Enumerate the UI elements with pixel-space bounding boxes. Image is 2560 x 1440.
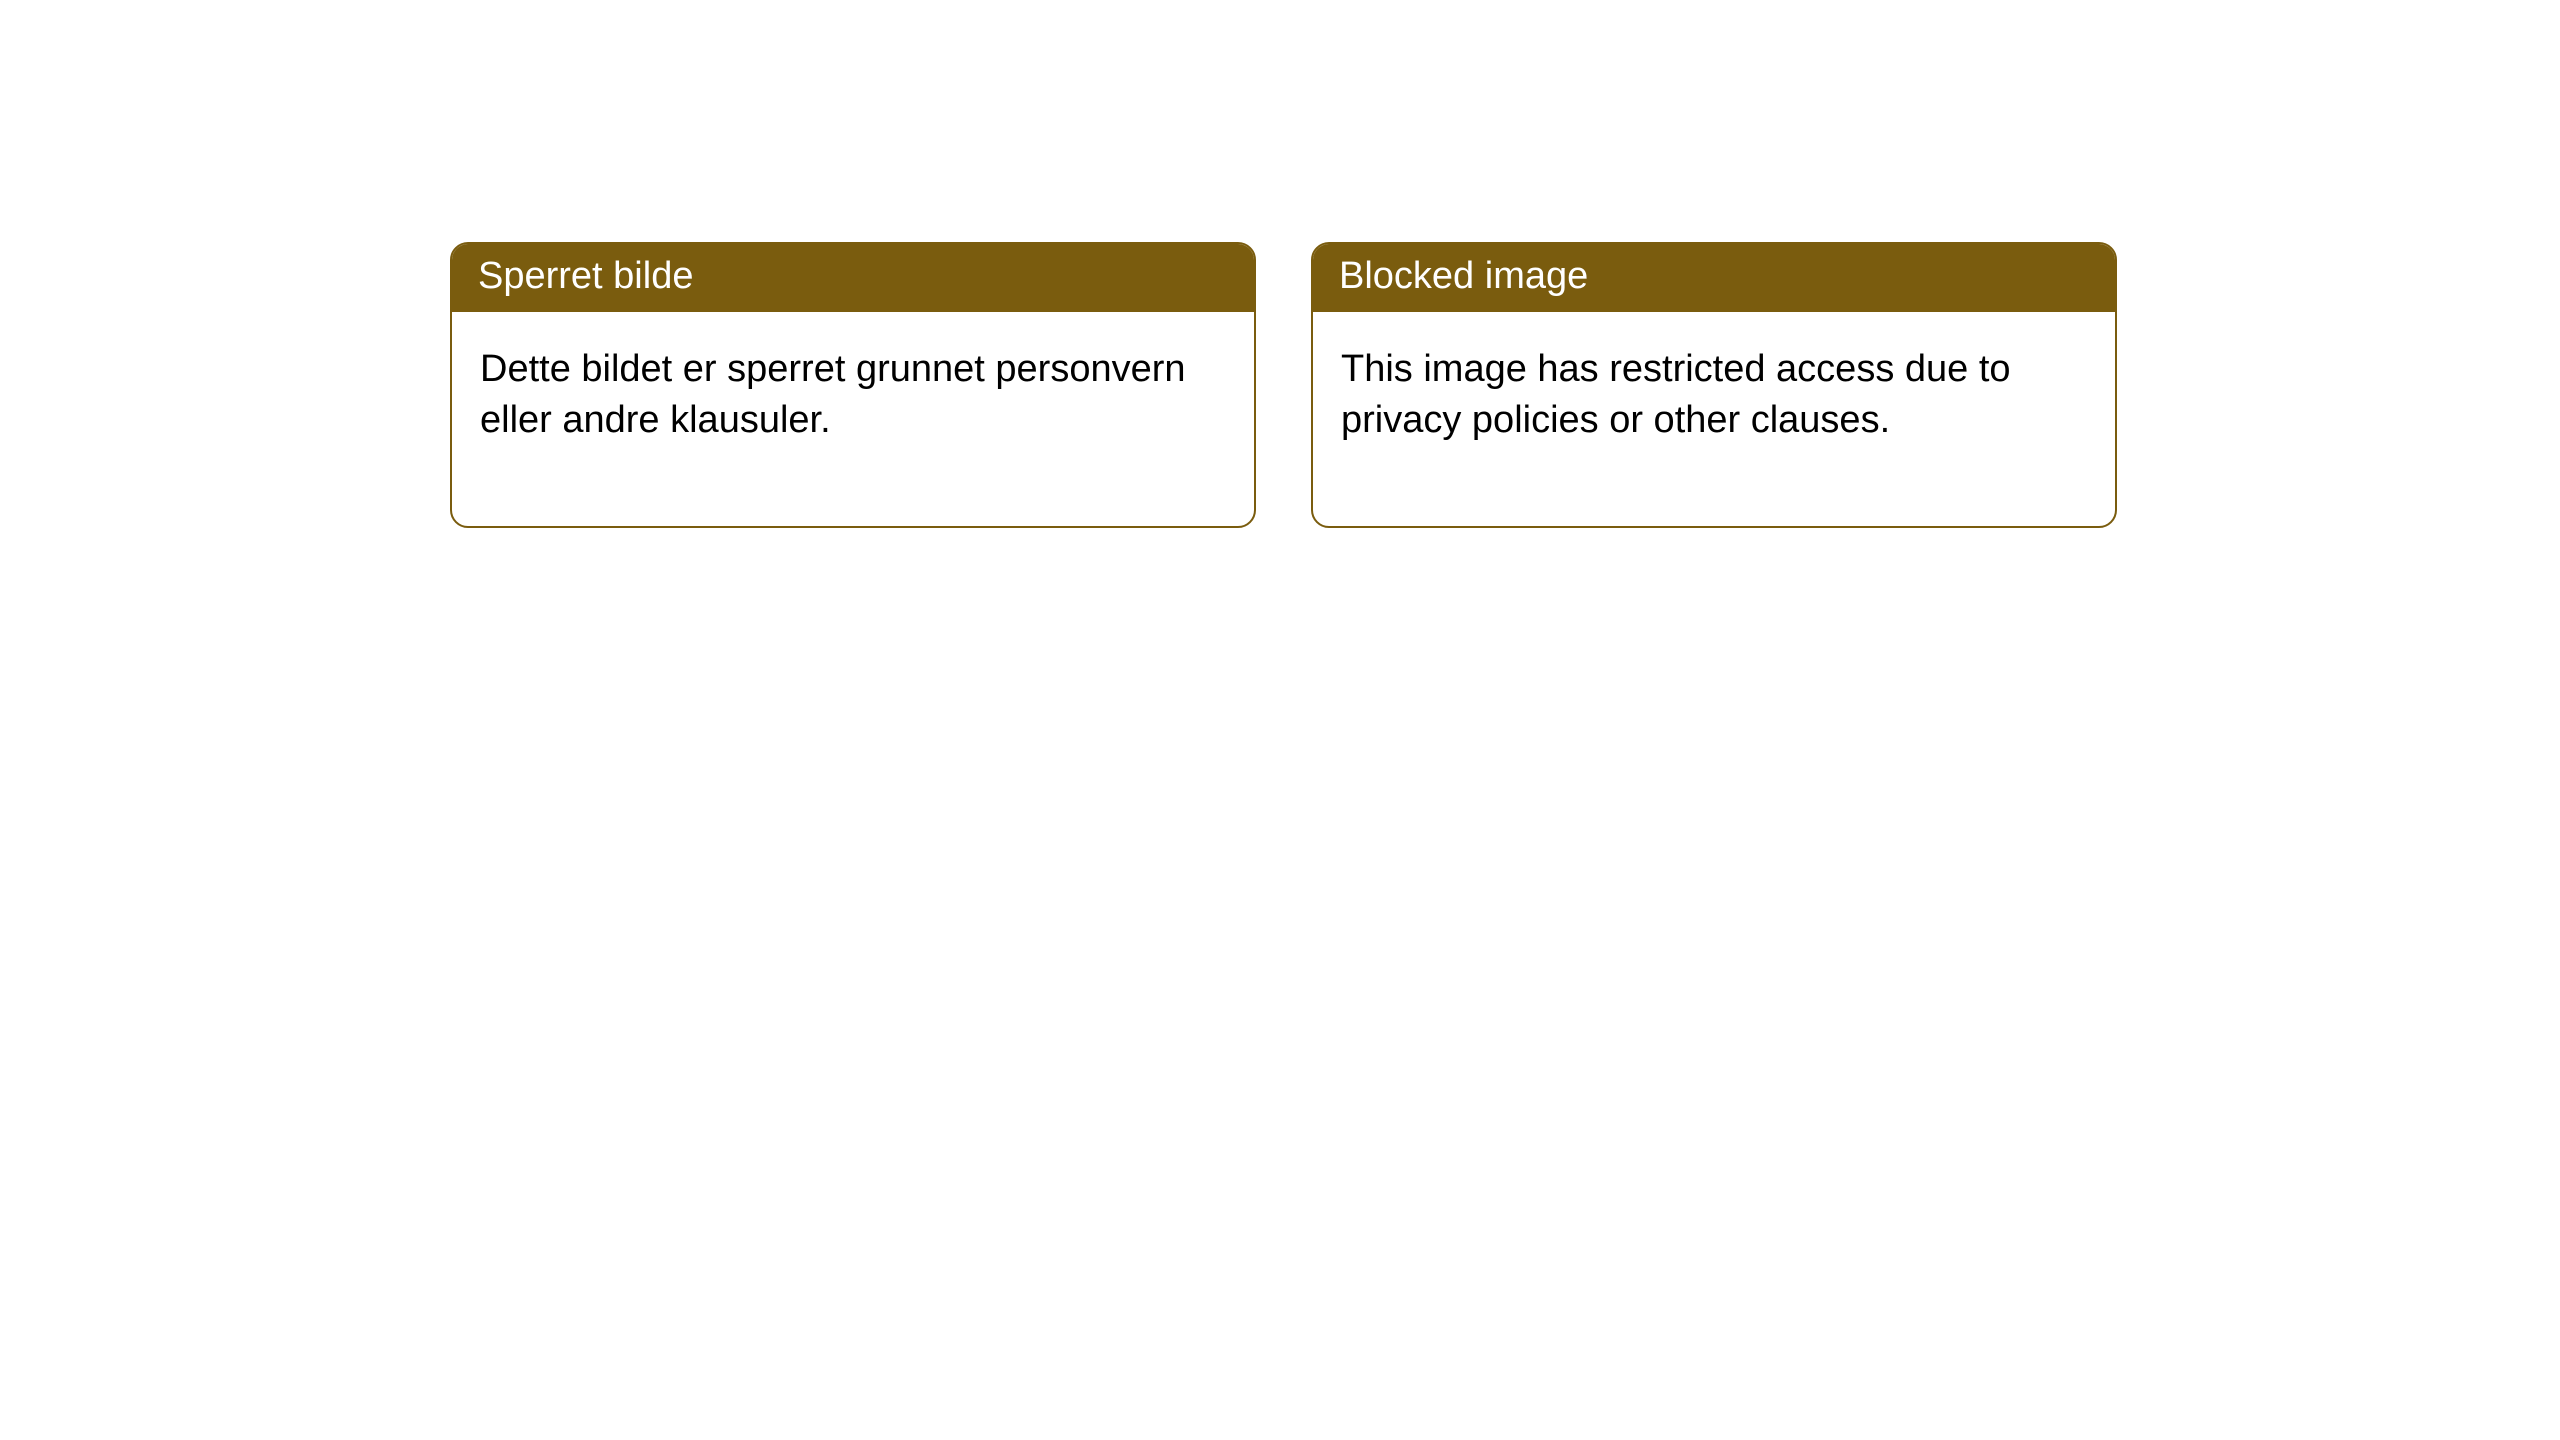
notice-text-no: Dette bildet er sperret grunnet personve… — [480, 348, 1186, 441]
notice-header-en: Blocked image — [1313, 244, 2115, 312]
notice-box-no: Sperret bilde Dette bildet er sperret gr… — [450, 242, 1256, 528]
notice-box-en: Blocked image This image has restricted … — [1311, 242, 2117, 528]
notice-body-en: This image has restricted access due to … — [1313, 312, 2115, 527]
notice-text-en: This image has restricted access due to … — [1341, 348, 2011, 441]
notice-header-no: Sperret bilde — [452, 244, 1254, 312]
notice-container: Sperret bilde Dette bildet er sperret gr… — [0, 0, 2560, 528]
notice-title-no: Sperret bilde — [478, 255, 693, 297]
notice-title-en: Blocked image — [1339, 255, 1588, 297]
notice-body-no: Dette bildet er sperret grunnet personve… — [452, 312, 1254, 527]
